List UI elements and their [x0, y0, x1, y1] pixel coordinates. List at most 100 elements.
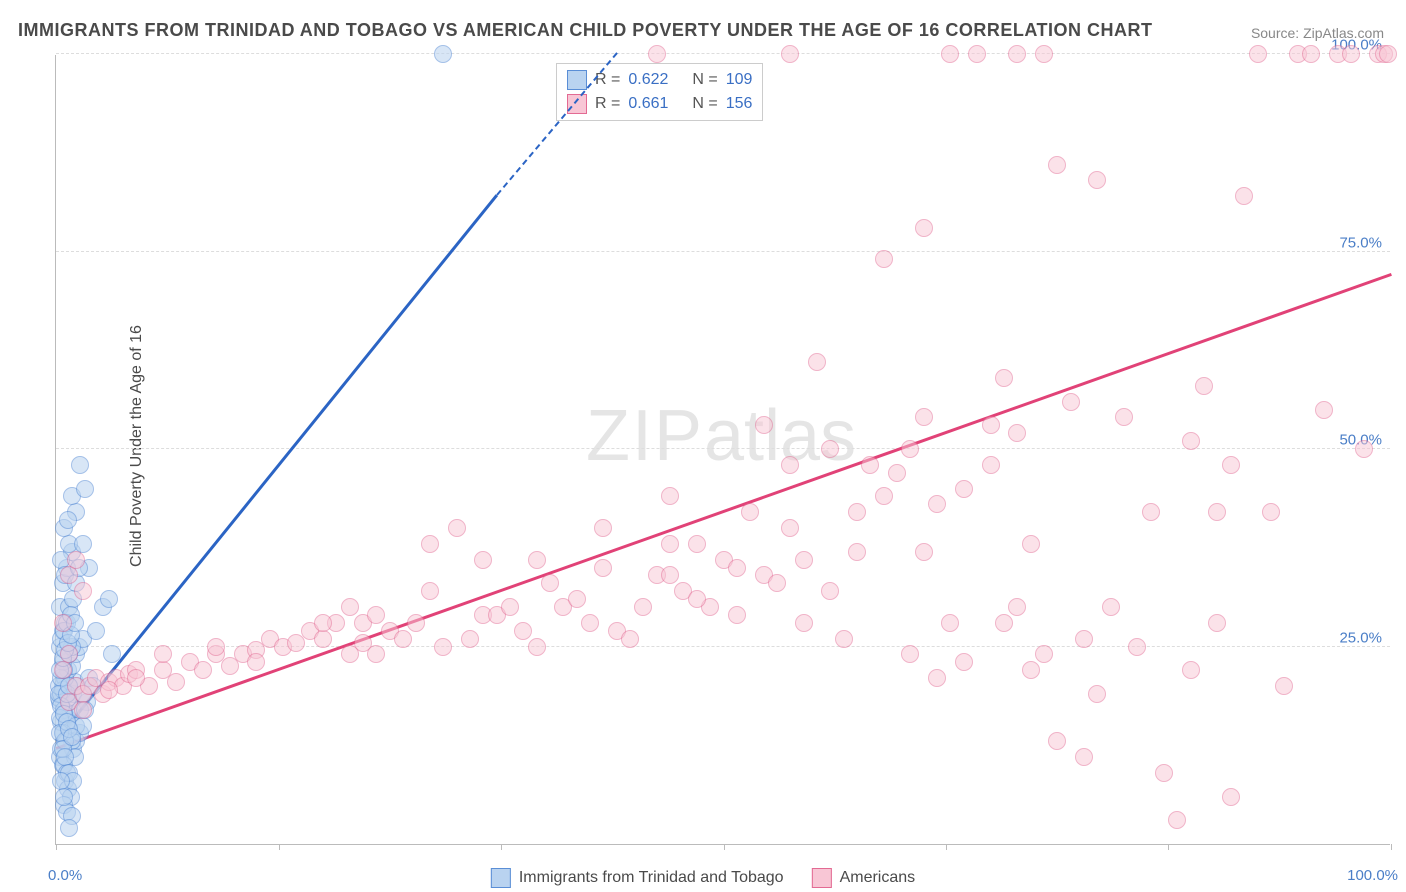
data-point — [941, 45, 959, 63]
x-tick — [724, 844, 725, 850]
stats-row-2: R = 0.661 N = 156 — [567, 92, 752, 116]
r-value-2: 0.661 — [628, 95, 668, 113]
data-point — [103, 645, 121, 663]
data-point — [875, 487, 893, 505]
data-point — [1208, 503, 1226, 521]
data-point — [915, 408, 933, 426]
data-point — [341, 598, 359, 616]
data-point — [541, 574, 559, 592]
watermark-a: ZIP — [586, 396, 704, 476]
series-legend: Immigrants from Trinidad and Tobago Amer… — [491, 868, 915, 888]
data-point — [63, 728, 81, 746]
data-point — [54, 614, 72, 632]
data-point — [367, 606, 385, 624]
data-point — [461, 630, 479, 648]
data-point — [795, 551, 813, 569]
data-point — [901, 440, 919, 458]
data-point — [661, 487, 679, 505]
data-point — [127, 669, 145, 687]
data-point — [1128, 638, 1146, 656]
data-point — [1262, 503, 1280, 521]
swatch-series1-bottom — [491, 868, 511, 888]
data-point — [1222, 788, 1240, 806]
data-point — [928, 495, 946, 513]
data-point — [421, 582, 439, 600]
data-point — [768, 574, 786, 592]
data-point — [421, 535, 439, 553]
watermark: ZIPatlas — [586, 395, 856, 477]
data-point — [648, 45, 666, 63]
legend-item-1: Immigrants from Trinidad and Tobago — [491, 868, 784, 888]
data-point — [1022, 661, 1040, 679]
data-point — [688, 535, 706, 553]
x-tick — [501, 844, 502, 850]
data-point — [74, 582, 92, 600]
data-point — [314, 630, 332, 648]
data-point — [434, 638, 452, 656]
data-point — [1035, 645, 1053, 663]
data-point — [888, 464, 906, 482]
data-point — [1195, 377, 1213, 395]
data-point — [861, 456, 879, 474]
data-point — [1142, 503, 1160, 521]
data-point — [968, 45, 986, 63]
data-point — [1182, 661, 1200, 679]
x-tick — [946, 844, 947, 850]
data-point — [54, 661, 72, 679]
data-point — [76, 480, 94, 498]
data-point — [594, 519, 612, 537]
data-point — [1222, 456, 1240, 474]
data-point — [941, 614, 959, 632]
plot-area: ZIPatlas R = 0.622 N = 109 R = 0.661 N =… — [55, 55, 1390, 845]
y-tick-label: 25.0% — [1339, 629, 1382, 646]
data-point — [1088, 171, 1106, 189]
data-point — [394, 630, 412, 648]
data-point — [528, 551, 546, 569]
data-point — [448, 519, 466, 537]
data-point — [1115, 408, 1133, 426]
data-point — [1102, 598, 1120, 616]
data-point — [1048, 732, 1066, 750]
data-point — [728, 559, 746, 577]
data-point — [1008, 424, 1026, 442]
data-point — [87, 622, 105, 640]
data-point — [60, 819, 78, 837]
chart-container: IMMIGRANTS FROM TRINIDAD AND TOBAGO VS A… — [0, 0, 1406, 892]
gridline — [56, 53, 1390, 54]
source-label: Source: — [1251, 25, 1299, 41]
n-label: N = — [692, 95, 717, 113]
data-point — [995, 369, 1013, 387]
data-point — [781, 45, 799, 63]
x-tick — [1391, 844, 1392, 850]
data-point — [1342, 45, 1360, 63]
gridline — [56, 251, 1390, 252]
data-point — [528, 638, 546, 656]
data-point — [901, 645, 919, 663]
n-value-1: 109 — [726, 71, 753, 89]
data-point — [1075, 630, 1093, 648]
data-point — [1182, 432, 1200, 450]
data-point — [955, 653, 973, 671]
data-point — [795, 614, 813, 632]
data-point — [1075, 748, 1093, 766]
legend-label-2: Americans — [840, 869, 916, 887]
x-tick — [1168, 844, 1169, 850]
data-point — [821, 582, 839, 600]
data-point — [621, 630, 639, 648]
data-point — [835, 630, 853, 648]
data-point — [781, 456, 799, 474]
data-point — [74, 701, 92, 719]
data-point — [915, 543, 933, 561]
data-point — [915, 219, 933, 237]
data-point — [1235, 187, 1253, 205]
data-point — [1208, 614, 1226, 632]
x-tick-first: 0.0% — [48, 867, 82, 884]
data-point — [581, 614, 599, 632]
data-point — [1355, 440, 1373, 458]
data-point — [1035, 45, 1053, 63]
swatch-series2-bottom — [812, 868, 832, 888]
data-point — [154, 645, 172, 663]
data-point — [661, 566, 679, 584]
data-point — [1302, 45, 1320, 63]
data-point — [207, 638, 225, 656]
